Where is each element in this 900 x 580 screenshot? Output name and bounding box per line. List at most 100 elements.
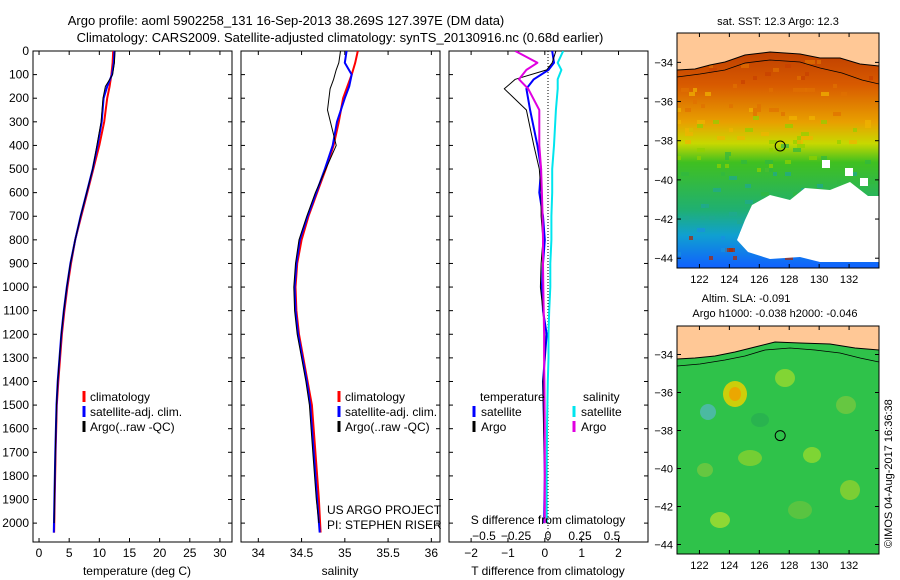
sst-map-panel: sat. SST: 12.3 Argo: 12.3 122 124 126 128 13…: [654, 16, 880, 286]
sst-shelf-contour: [677, 59, 879, 85]
sst-pixel-block: [801, 136, 805, 140]
temperature-legend: climatology satellite-adj. clim. Argo(..…: [82, 390, 182, 434]
sst-pixel-block: [853, 172, 857, 176]
sst-pixel-block: [729, 176, 737, 180]
s-difference-x-axis: −0.5 −0.25 0 0.25 0.5: [472, 529, 621, 543]
depth-tick-label: 900: [9, 256, 29, 270]
depth-tick-label: 1100: [3, 304, 29, 318]
sst-pixel-block: [717, 164, 721, 168]
sla-map-frame: [676, 325, 880, 555]
sla-anomaly-blob: [840, 480, 860, 500]
sla-anomaly-blobs: [697, 369, 860, 528]
sst-pixel-block: [677, 108, 681, 112]
sst-pixel-block: [777, 148, 785, 152]
sla-anomaly-blob: [710, 512, 730, 528]
sst-pixel-block: [749, 108, 753, 112]
sst-pixel-block: [809, 156, 817, 160]
sst-pixel-block: [753, 108, 761, 112]
sst-pixel-block: [737, 220, 743, 224]
sst-pixel-block: [725, 248, 733, 252]
sst-pixel-block: [801, 132, 809, 136]
x-tick-label: −1: [501, 546, 515, 560]
sst-pixel-block: [701, 216, 705, 220]
salinity-lines: [293, 51, 359, 533]
sst-pixel-block: [869, 180, 875, 184]
sst-pixel-block: [725, 152, 731, 156]
sst-pixel-block: [869, 76, 873, 80]
legend-label-climatology: climatology: [345, 390, 405, 404]
salinity-depth-ticks: [241, 50, 440, 524]
sst-pixel-block: [809, 116, 815, 120]
sst-pixel-block: [677, 252, 681, 256]
sst-pixel-block: [761, 132, 769, 136]
sst-pixel-block: [853, 128, 857, 132]
sst-pixel-block: [685, 216, 689, 220]
sla-anomaly-blob: [803, 447, 821, 463]
x-tick-label: 35: [338, 546, 352, 560]
depth-axis: 0 100 200 300 400 500 600 700 800 900 1000 1100 1200…: [2, 44, 232, 530]
sst-pixel-block: [797, 140, 803, 144]
series-line-argo: [293, 51, 341, 524]
sst-pixel-block: [721, 248, 727, 252]
difference-lines: [503, 51, 565, 524]
depth-tick-label: 800: [9, 233, 29, 247]
sst-pixel-block: [733, 84, 737, 88]
depth-tick-label: 300: [9, 115, 29, 129]
sst-pixel-block: [757, 104, 761, 108]
sla-anomaly-blob: [788, 501, 812, 519]
sst-pixel-block: [769, 148, 773, 152]
sst-pixel-block: [769, 140, 777, 144]
sla-anomaly-blob: [775, 369, 795, 387]
legend-label-s-argo: Argo: [581, 420, 607, 434]
s-tick-label: 0.5: [604, 529, 621, 543]
sst-pixel-block: [765, 168, 773, 172]
sst-pixel-block: [745, 128, 753, 132]
sst-pixel-block: [801, 76, 805, 80]
sst-pixel-block: [721, 236, 725, 240]
sst-pixel-block: [805, 136, 813, 140]
sst-pixel-block: [865, 160, 871, 164]
sst-pixel-block: [697, 156, 701, 160]
sst-pixel-block: [745, 184, 751, 188]
project-annotation: US ARGO PROJECT: [327, 503, 442, 517]
sla-anomaly-blob: [751, 413, 769, 427]
sst-pixel-block: [697, 148, 701, 152]
sst-pixel-block: [745, 200, 753, 204]
legend-label-s-satellite: satellite: [581, 405, 622, 419]
depth-tick-label: 1500: [2, 398, 29, 412]
sst-pixel-block: [785, 124, 793, 128]
sst-pixel-block: [709, 68, 717, 72]
sst-pixel-block: [741, 64, 749, 68]
sst-pixel-block: [729, 212, 737, 216]
map-y-tick-label: −36: [654, 97, 673, 109]
sst-pixel-block: [729, 104, 733, 108]
depth-tick-label: 1200: [2, 327, 29, 341]
sst-pixel-block: [725, 156, 729, 160]
sst-pixel-block: [817, 60, 821, 64]
sst-pixel-block: [689, 236, 693, 240]
sst-pixel-block: [837, 180, 841, 184]
s-tick-label: −0.25: [501, 529, 532, 543]
sst-pixel-block: [865, 120, 871, 124]
title-line-1: Argo profile: aoml 5902258_131 16-Sep-20…: [68, 13, 505, 28]
sst-cloud-pixel: [860, 178, 868, 186]
sst-pixel-block: [681, 172, 689, 176]
sst-pixel-block: [769, 164, 773, 168]
salinity-axis-label: salinity: [322, 564, 359, 578]
s-tick-label: 0.25: [568, 529, 592, 543]
sst-pixel-block: [793, 192, 797, 196]
x-tick-label: 36: [425, 546, 439, 560]
legend-title-salinity: salinity: [583, 390, 620, 404]
depth-tick-label: 1300: [2, 351, 29, 365]
imos-credit: ©IMOS 04-Aug-2017 16:36:38: [883, 399, 895, 548]
sst-pixel-block: [753, 116, 759, 120]
sst-pixel-block: [729, 128, 733, 132]
sst-pixel-block: [701, 104, 705, 108]
sst-pixel-block: [681, 88, 689, 92]
series-line-s-satellite: [545, 51, 565, 524]
depth-tick-label: 1900: [2, 493, 29, 507]
sst-pixel-block: [781, 112, 785, 116]
sst-pixel-block: [677, 120, 681, 124]
float-position-marker: [774, 140, 786, 152]
